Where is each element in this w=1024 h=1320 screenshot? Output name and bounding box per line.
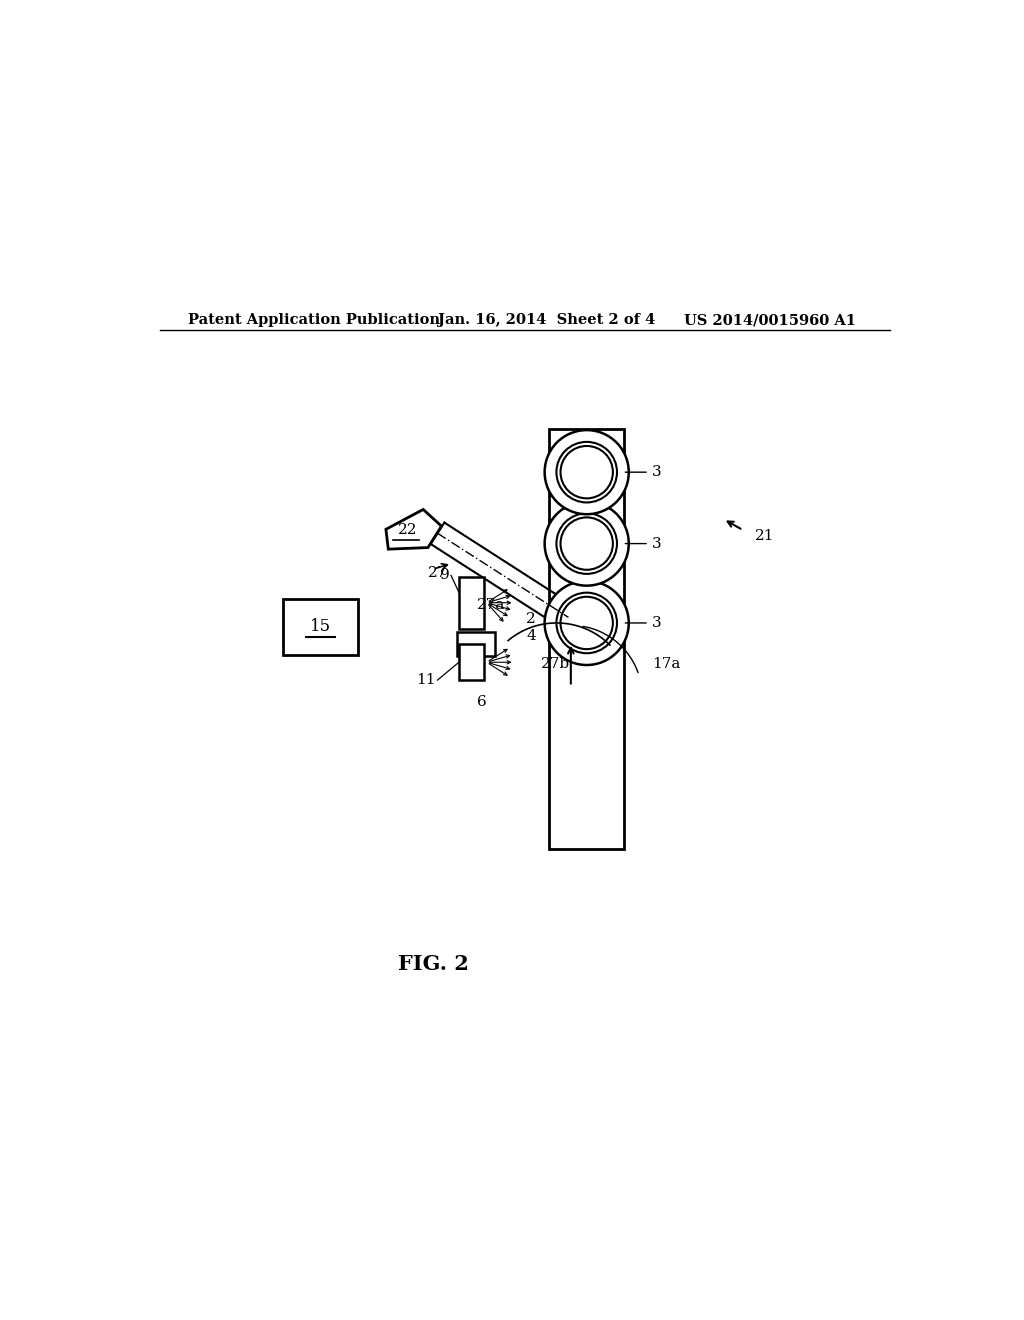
Text: 2: 2 xyxy=(526,612,536,626)
Text: 3: 3 xyxy=(626,537,662,550)
Text: 17a: 17a xyxy=(652,657,680,671)
Bar xyxy=(283,599,358,655)
Text: 15: 15 xyxy=(310,618,331,635)
Circle shape xyxy=(560,597,613,649)
Text: 6: 6 xyxy=(477,696,487,709)
Text: 11: 11 xyxy=(417,673,436,688)
Text: Jan. 16, 2014  Sheet 2 of 4: Jan. 16, 2014 Sheet 2 of 4 xyxy=(437,313,654,327)
Text: 3: 3 xyxy=(626,616,662,630)
Polygon shape xyxy=(386,510,441,549)
Text: 3: 3 xyxy=(626,465,662,479)
Circle shape xyxy=(545,502,629,586)
Circle shape xyxy=(556,593,617,653)
Bar xyxy=(459,644,484,680)
Text: 21: 21 xyxy=(755,528,774,543)
Text: 27: 27 xyxy=(428,566,447,579)
Text: 22: 22 xyxy=(397,523,417,537)
Text: 17: 17 xyxy=(575,463,597,480)
Circle shape xyxy=(556,513,617,574)
Circle shape xyxy=(545,581,629,665)
Text: Patent Application Publication: Patent Application Publication xyxy=(187,313,439,327)
Circle shape xyxy=(560,517,613,570)
Circle shape xyxy=(556,442,617,503)
Bar xyxy=(549,429,624,849)
Text: 27a: 27a xyxy=(477,598,506,611)
Circle shape xyxy=(545,430,629,515)
Circle shape xyxy=(560,446,613,499)
Text: US 2014/0015960 A1: US 2014/0015960 A1 xyxy=(684,313,855,327)
Text: 9: 9 xyxy=(439,569,450,582)
Bar xyxy=(458,632,496,656)
Bar xyxy=(459,577,484,628)
Text: FIG. 2: FIG. 2 xyxy=(398,954,469,974)
Text: 4: 4 xyxy=(526,630,536,643)
Text: 27b: 27b xyxy=(541,657,569,671)
